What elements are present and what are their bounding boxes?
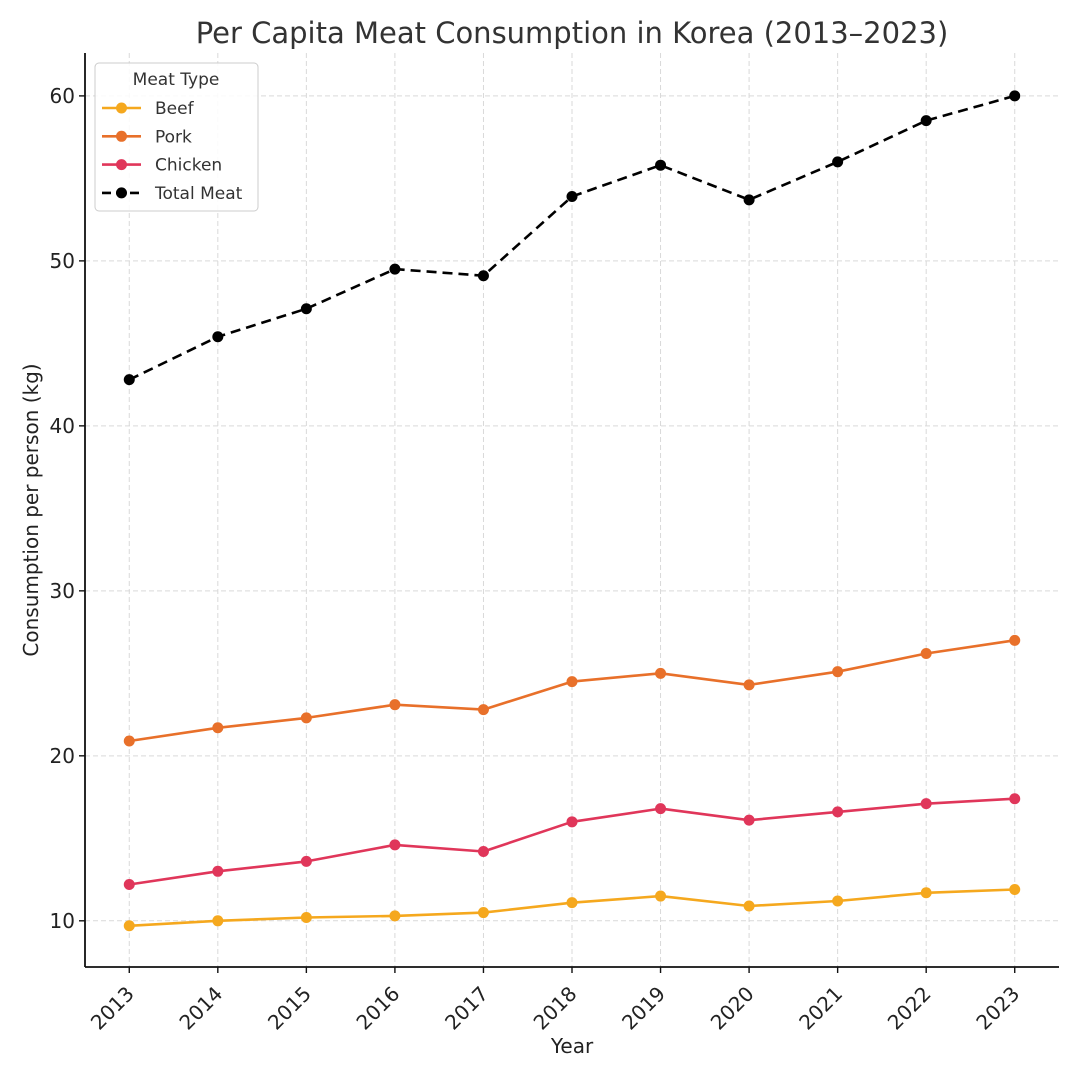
- beef-point: [920, 887, 932, 899]
- chicken-point: [1009, 793, 1021, 805]
- x-tick-label: 2019: [617, 982, 670, 1035]
- legend-entries: Beef Pork Chicken Total Meat: [102, 99, 243, 204]
- legend-item-chicken: Chicken: [102, 156, 222, 176]
- y-tick-label: 30: [50, 579, 75, 603]
- legend: Meat Type Beef Pork Chicken Total Meat: [94, 62, 259, 212]
- series-beef: [123, 883, 1021, 932]
- y-tick-label: 40: [50, 414, 75, 438]
- chicken-point: [123, 879, 135, 891]
- chicken-point: [389, 839, 401, 851]
- pork-point: [212, 722, 224, 734]
- x-axis-label: Year: [550, 1034, 594, 1058]
- legend-title: Meat Type: [133, 70, 220, 90]
- total-meat-point: [477, 270, 489, 282]
- beef-point: [743, 900, 755, 912]
- series-layer: [123, 90, 1021, 932]
- beef-point: [832, 895, 844, 907]
- total-meat-point: [655, 159, 667, 171]
- pork-point: [1009, 634, 1021, 646]
- pork-point: [477, 704, 489, 716]
- legend-label: Beef: [155, 99, 195, 119]
- total-meat-point: [920, 115, 932, 127]
- legend-marker: [116, 159, 127, 171]
- series-chicken: [123, 793, 1021, 891]
- x-tick-label: 2023: [971, 982, 1024, 1035]
- beef-point: [212, 915, 224, 927]
- chicken-point: [832, 806, 844, 818]
- total-meat-point: [832, 156, 844, 168]
- x-tick-label: 2017: [440, 982, 493, 1035]
- pork-point: [566, 676, 578, 688]
- x-tick-label: 2022: [883, 982, 936, 1035]
- x-tick-label: 2016: [351, 982, 404, 1035]
- total-meat-point: [389, 263, 401, 275]
- y-tick-label: 20: [50, 744, 75, 768]
- legend-marker: [116, 187, 127, 199]
- beef-point: [566, 897, 578, 909]
- chicken-point: [566, 816, 578, 828]
- chicken-point: [920, 798, 932, 810]
- beef-point: [655, 890, 667, 902]
- chicken-point: [743, 814, 755, 826]
- x-tick-label: 2018: [529, 982, 582, 1035]
- legend-item-pork: Pork: [102, 127, 192, 147]
- chicken-point: [300, 855, 312, 867]
- pork-point: [743, 679, 755, 691]
- series-pork: [123, 634, 1021, 747]
- legend-item-beef: Beef: [102, 99, 195, 119]
- total-meat-point: [1009, 90, 1021, 102]
- beef-point: [477, 907, 489, 919]
- pork-point: [300, 712, 312, 724]
- legend-label: Total Meat: [154, 184, 243, 204]
- legend-item-total-meat: Total Meat: [102, 184, 243, 204]
- total-meat-point: [123, 374, 135, 386]
- pork-point: [920, 648, 932, 660]
- legend-marker: [116, 130, 127, 142]
- y-axis-label: Consumption per person (kg): [19, 363, 43, 656]
- total-meat-point: [743, 194, 755, 206]
- x-tick-label: 2014: [174, 982, 227, 1035]
- total-meat-point: [300, 303, 312, 315]
- x-tick-label: 2021: [794, 982, 847, 1035]
- chicken-point: [477, 846, 489, 858]
- x-tick-label: 2020: [706, 982, 759, 1035]
- beef-point: [123, 920, 135, 932]
- legend-marker: [116, 102, 127, 114]
- series-total-meat: [123, 90, 1021, 386]
- legend-label: Pork: [155, 127, 192, 147]
- x-tick-label: 2015: [263, 982, 316, 1035]
- legend-label: Chicken: [155, 156, 222, 176]
- total-meat-line: [128, 94, 1016, 381]
- total-meat-point: [212, 331, 224, 343]
- x-tick-label: 2013: [86, 982, 139, 1035]
- legend-box: [94, 62, 259, 212]
- beef-point: [389, 910, 401, 922]
- y-tick-label: 60: [50, 84, 75, 108]
- pork-point: [832, 666, 844, 678]
- beef-point: [300, 912, 312, 924]
- pork-point: [123, 735, 135, 747]
- chart-title: Per Capita Meat Consumption in Korea (20…: [196, 16, 949, 50]
- y-tick-label: 10: [50, 909, 75, 933]
- pork-point: [655, 667, 667, 679]
- chicken-point: [655, 803, 667, 815]
- chicken-point: [212, 865, 224, 877]
- beef-point: [1009, 883, 1021, 895]
- pork-point: [389, 699, 401, 711]
- total-meat-point: [566, 191, 578, 203]
- y-tick-label: 50: [50, 249, 75, 273]
